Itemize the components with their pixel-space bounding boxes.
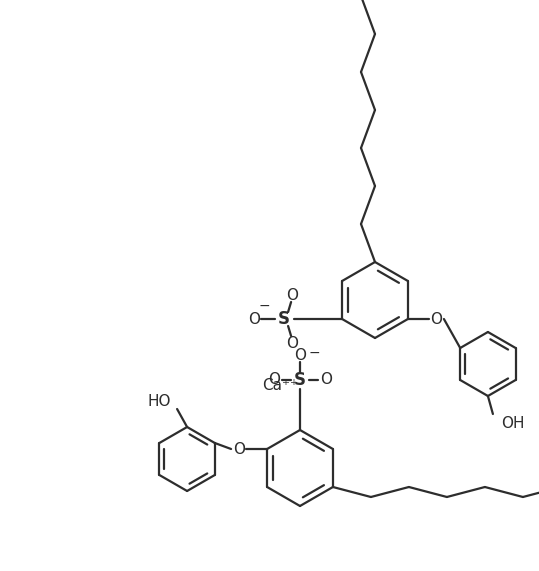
Text: O: O	[233, 441, 245, 456]
Text: S: S	[294, 371, 306, 389]
Text: O: O	[248, 312, 260, 327]
Text: −: −	[258, 299, 270, 313]
Text: OH: OH	[501, 416, 524, 432]
Text: O: O	[294, 348, 306, 363]
Text: −: −	[308, 346, 320, 360]
Text: O: O	[286, 288, 298, 303]
Text: S: S	[278, 310, 290, 328]
Text: O: O	[430, 312, 442, 327]
Text: O: O	[268, 372, 280, 388]
Text: HO: HO	[147, 393, 171, 408]
Text: Ca⁺⁺: Ca⁺⁺	[262, 377, 298, 392]
Text: O: O	[320, 372, 332, 388]
Text: O: O	[286, 336, 298, 351]
